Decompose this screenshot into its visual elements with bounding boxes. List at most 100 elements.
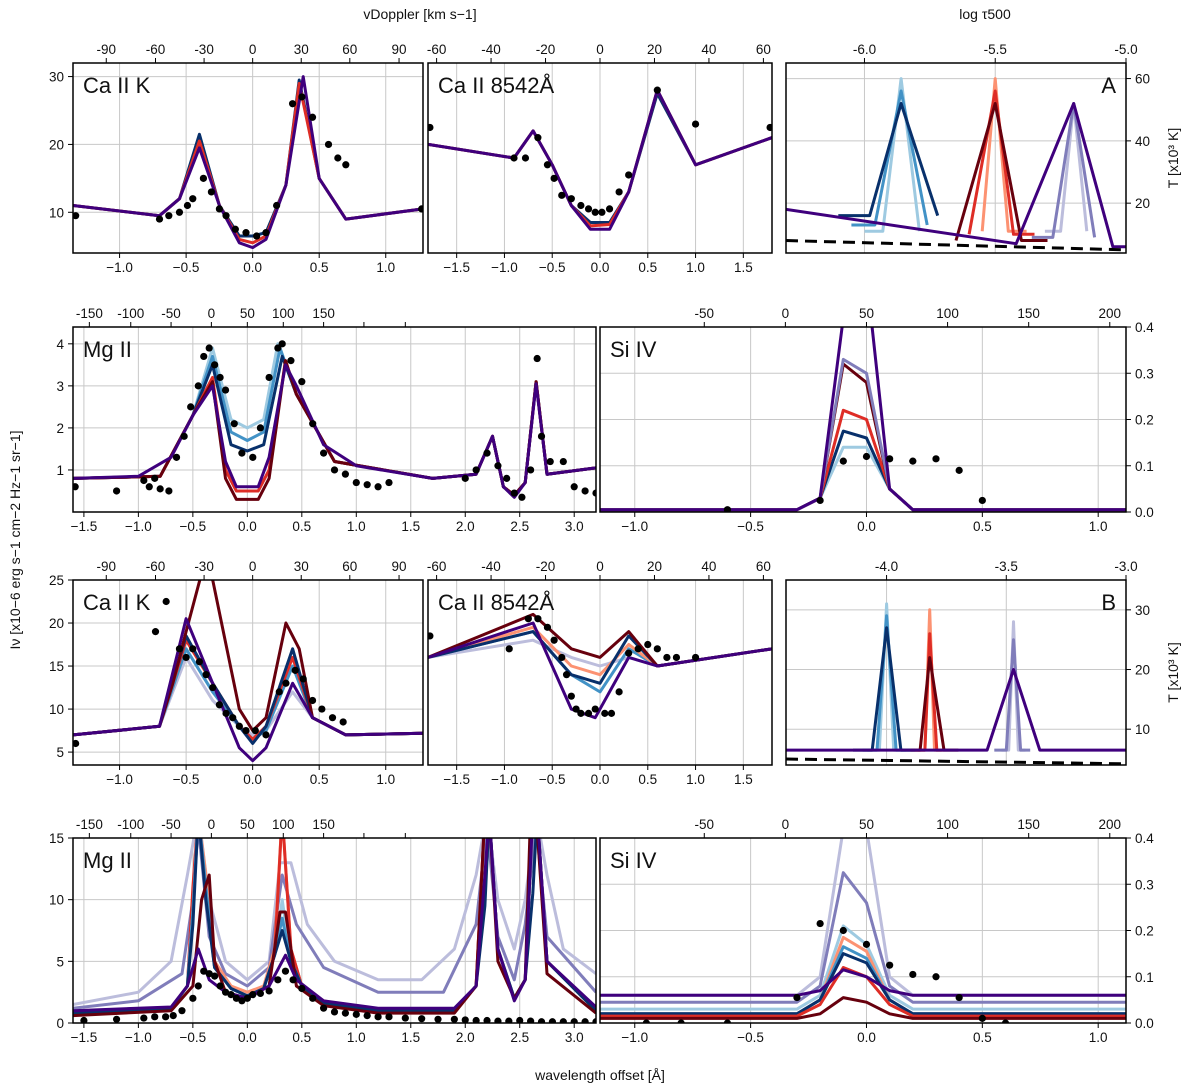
top-tick-label: -30: [194, 42, 214, 57]
x-tick-label: 1.5: [734, 772, 753, 787]
observation-point: [211, 361, 219, 369]
observation-point: [288, 100, 297, 108]
series-line-dark_purple: [428, 88, 772, 231]
observation-point: [625, 649, 633, 657]
right-ylabel: T [x10³ K]: [1165, 128, 1181, 188]
series-line-mid_purple: [1031, 102, 1097, 239]
observation-point: [886, 961, 894, 969]
observation-point: [548, 1018, 557, 1023]
x-tick-label: 3.0: [565, 1030, 584, 1045]
panel-title: Ca II 8542Å: [438, 73, 555, 98]
top-tick-label: -50: [161, 817, 181, 832]
observation-point: [291, 666, 299, 674]
observation-point: [723, 506, 732, 512]
x-tick-label: −0.5: [173, 260, 200, 275]
x-tick-label: 2.0: [456, 1030, 475, 1045]
top-tick-label: 20: [647, 42, 662, 57]
series-line-light_purple: [73, 838, 596, 1006]
series-line-dark_purple: [600, 968, 1126, 997]
x-tick-label: 1.0: [376, 772, 395, 787]
observation-point: [229, 714, 237, 722]
series-group: [73, 838, 596, 1023]
observation-point: [558, 653, 566, 662]
top-tick-label: 30: [294, 559, 309, 574]
observation-point: [562, 671, 571, 679]
x-tick-label: 0.5: [292, 1030, 311, 1045]
top-tick-label: -60: [146, 559, 166, 574]
x-tick-label: 3.0: [565, 519, 584, 534]
observation-point: [570, 1018, 578, 1023]
observation-point: [584, 205, 593, 213]
x-tick-label: 0.0: [857, 519, 876, 534]
observation-point: [510, 154, 518, 162]
observation-point: [534, 134, 542, 142]
x-tick-label: −0.5: [737, 1030, 764, 1045]
observation-point: [162, 1013, 170, 1021]
panel-B_temp: -4.0 -3.5 -3.0 10 20 30 T [x10³ K] B: [785, 559, 1181, 766]
top-tick-label: -60: [146, 42, 166, 57]
observation-point: [691, 653, 700, 662]
y-tick-label: 0.1: [1135, 459, 1154, 474]
series-line-mid_blue: [73, 838, 596, 1015]
y-tick-label: 40: [1135, 134, 1150, 149]
panel-title: A: [1101, 73, 1116, 98]
top-tick-label: -30: [194, 559, 214, 574]
observation-point: [510, 489, 518, 497]
observation-point: [839, 457, 847, 465]
top-tick-label: -100: [117, 306, 144, 321]
series-line-dark_blue: [838, 102, 940, 218]
observation-point: [374, 483, 382, 491]
series-line-light_red: [73, 838, 596, 1015]
y-tick-label: 15: [49, 659, 64, 674]
observation-point: [591, 208, 599, 216]
observation-point: [194, 982, 202, 990]
observation-point: [591, 705, 599, 713]
panel-B_mgii: −1.5 −1.0 −0.5 0.0 0.5 1.0 1.5 2.0 2.5 3.0 -150 -10…: [49, 817, 597, 1045]
y-tick-label: 0.4: [1135, 831, 1154, 846]
observation-point: [73, 739, 80, 748]
observation-point: [243, 994, 251, 1002]
panel-A_temp: -6.0 -5.5 -5.0 20 40 60 T [x10³ K] A: [785, 42, 1181, 254]
observation-point: [80, 1016, 88, 1023]
observation-point: [653, 86, 661, 94]
x-tick-label: 0.0: [591, 772, 610, 787]
panel-title: Si IV: [610, 848, 657, 873]
observation-point: [183, 201, 192, 210]
observation-point: [428, 123, 434, 132]
observation-point: [559, 1018, 567, 1023]
observation-point: [318, 705, 326, 713]
observation-point: [262, 229, 270, 237]
bottom-xlabel: wavelength offset [Å]: [534, 1067, 665, 1083]
observation-point: [677, 1019, 685, 1023]
series-line-mid_purple: [994, 638, 1031, 752]
observation-point: [494, 1017, 502, 1023]
series-line-dark_purple: [73, 363, 596, 499]
top-tick-label: 40: [701, 42, 716, 57]
observation-point: [328, 714, 337, 722]
x-tick-label: −0.5: [173, 772, 200, 787]
panel-frame: [785, 579, 1127, 766]
top-tick-label: 150: [312, 817, 335, 832]
x-tick-label: 0.5: [973, 1030, 992, 1045]
y-tick-label: 0.3: [1135, 366, 1154, 381]
panel-A_mgii: −1.5 −1.0 −0.5 0.0 0.5 1.0 1.5 2.0 2.5 3.0 -150 -10…: [56, 306, 597, 534]
top-right-xlabel: log τ500: [959, 6, 1011, 22]
top-tick-label: 50: [240, 306, 255, 321]
y-tick-label: 0.4: [1135, 320, 1154, 335]
observation-point: [625, 171, 633, 179]
observation-point: [238, 997, 246, 1005]
observation-point: [194, 382, 202, 390]
observation-point: [418, 205, 423, 213]
series-group: [786, 602, 1126, 765]
observation-point: [653, 645, 661, 653]
observation-point: [584, 709, 593, 717]
top-tick-label: 200: [1099, 817, 1122, 832]
x-tick-label: 2.5: [510, 519, 529, 534]
top-tick-label: 0: [782, 817, 790, 832]
observation-point: [550, 636, 558, 644]
observation-point: [165, 487, 173, 495]
x-tick-label: −1.0: [125, 1030, 152, 1045]
observation-point: [862, 452, 871, 461]
y-tick-label: 20: [1135, 663, 1150, 678]
